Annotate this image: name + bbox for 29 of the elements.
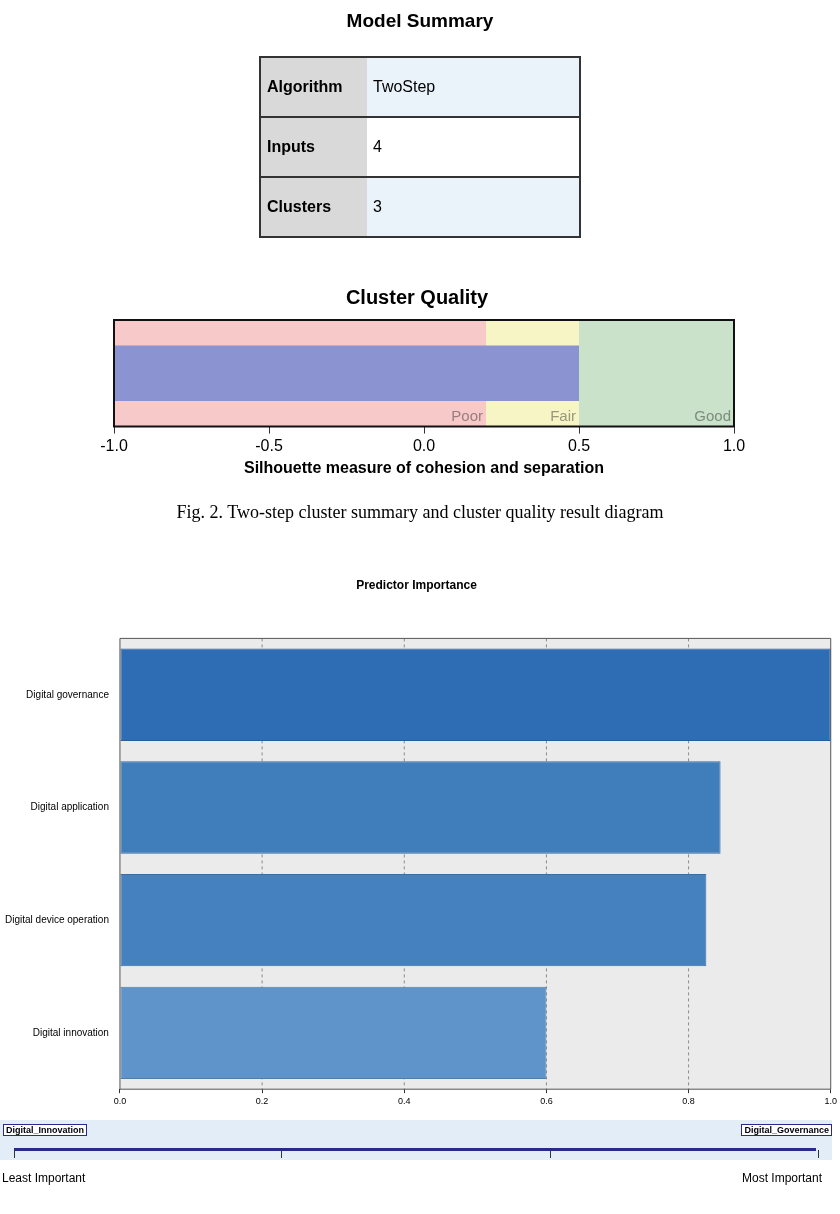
text: Clusters <box>260 177 367 237</box>
x-tick-label: 0.4 <box>398 1096 411 1107</box>
x-tick-label: 0.2 <box>255 1096 269 1107</box>
y-tick-label: Digital innovation <box>32 1026 109 1038</box>
x-tick-label: 0.8 <box>682 1096 695 1107</box>
x-tick-label: 0.5 <box>567 436 591 454</box>
text: Inputs <box>260 117 367 177</box>
text: 3 <box>367 177 580 237</box>
x-tick-label: 0.0 <box>412 436 436 454</box>
band-label: Fair <box>550 407 576 425</box>
x-tick-label: -1.0 <box>100 436 128 454</box>
x-tick-label: 1.0 <box>722 436 746 454</box>
text: TwoStep <box>367 57 580 117</box>
x-tick-label: 0.0 <box>113 1096 127 1107</box>
x-tick-label: 1.0 <box>824 1096 837 1107</box>
text: Algorithm <box>260 57 367 117</box>
y-tick-label: Digital governance <box>26 688 110 700</box>
x-axis-title: Silhouette measure of cohesion and separation <box>243 458 605 476</box>
text: 4 <box>367 117 580 177</box>
chart-title: Cluster Quality <box>345 285 489 308</box>
text: Model Summary <box>345 10 495 33</box>
band-label: Poor <box>451 407 483 425</box>
caption: Fig. 2. Two-step cluster summary and cluster quality result diagram <box>175 502 665 523</box>
band-label: Good <box>694 407 731 425</box>
x-tick-label: -0.5 <box>255 436 283 454</box>
y-tick-label: Digital application <box>30 801 109 813</box>
y-tick-label: Digital device operation <box>5 913 109 925</box>
x-tick-label: 0.6 <box>540 1096 553 1107</box>
chart-title: Predictor Importance <box>356 577 478 592</box>
